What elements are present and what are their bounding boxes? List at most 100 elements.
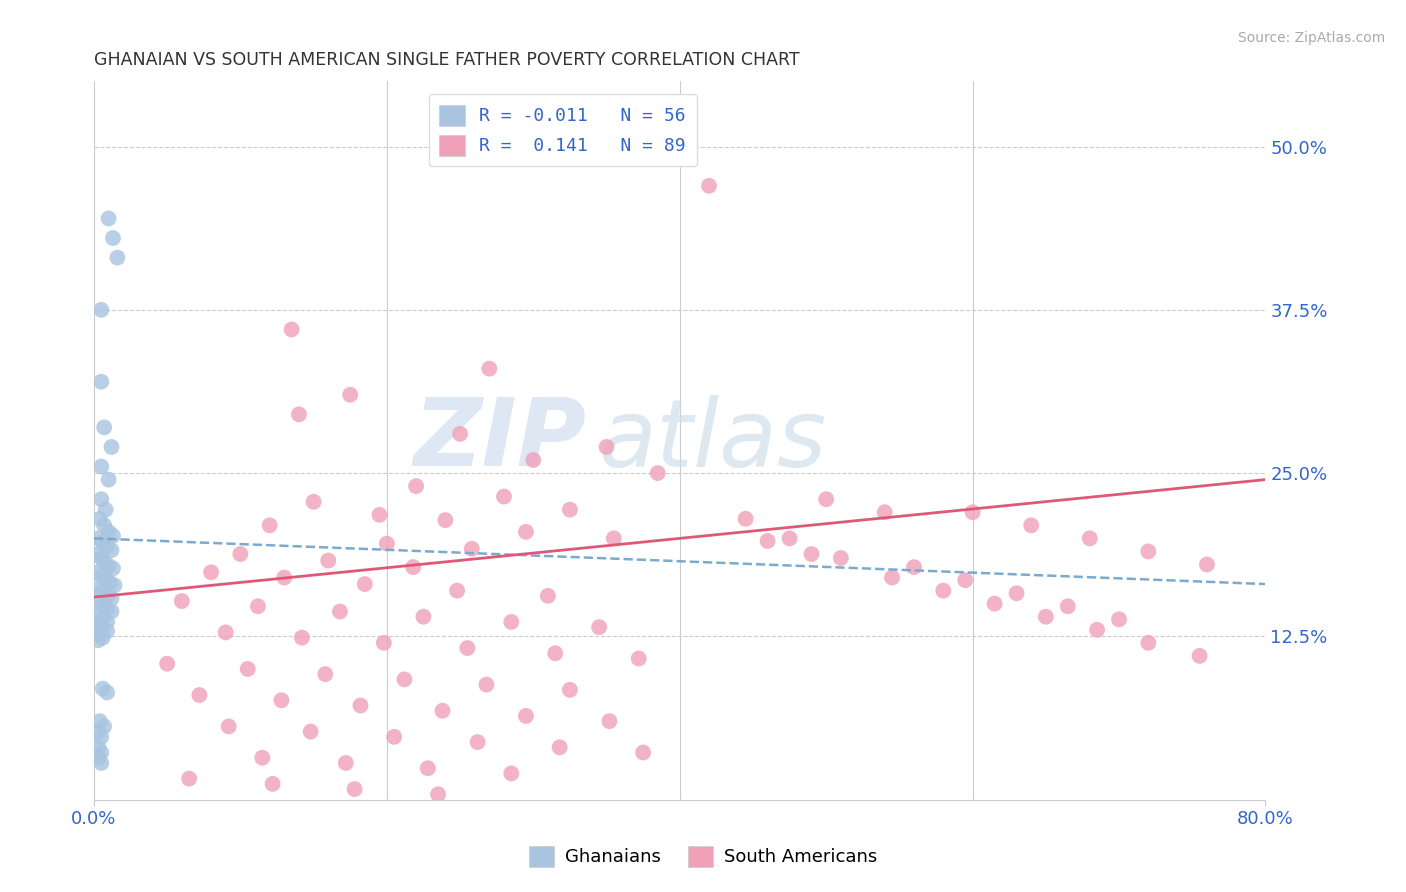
Point: [478, 361, 501, 376]
Point: [105, 251, 128, 265]
Point: [101, 561, 124, 575]
Point: [87, 595, 110, 609]
Point: [87, 750, 110, 764]
Point: [97, 558, 120, 573]
Point: [100, 591, 122, 606]
Point: [96, 615, 118, 629]
Point: [800, 547, 823, 561]
Point: [100, 543, 122, 558]
Point: [647, 466, 669, 480]
Point: [475, 678, 498, 692]
Point: [97, 524, 120, 539]
Text: atlas: atlas: [598, 395, 825, 486]
Point: [1108, 612, 1130, 626]
Point: [631, 746, 654, 760]
Point: [548, 740, 571, 755]
Point: [416, 761, 439, 775]
Point: [93, 518, 115, 533]
Point: [316, 553, 339, 567]
Point: [188, 688, 211, 702]
Point: [427, 787, 450, 801]
Point: [335, 756, 357, 770]
Text: GHANAIAN VS SOUTH AMERICAN SINGLE FATHER POVERTY CORRELATION CHART: GHANAIAN VS SOUTH AMERICAN SINGLE FATHER…: [94, 51, 800, 69]
Point: [329, 605, 352, 619]
Point: [89, 512, 111, 526]
Point: [93, 420, 115, 434]
Point: [179, 772, 201, 786]
Point: [373, 636, 395, 650]
Point: [156, 657, 179, 671]
Point: [314, 667, 336, 681]
Point: [595, 440, 617, 454]
Point: [87, 633, 110, 648]
Point: [1019, 518, 1042, 533]
Point: [280, 322, 302, 336]
Point: [87, 582, 110, 597]
Point: [252, 750, 274, 764]
Point: [405, 479, 427, 493]
Point: [103, 578, 125, 592]
Point: [903, 560, 925, 574]
Point: [375, 536, 398, 550]
Point: [87, 566, 110, 580]
Point: [467, 735, 489, 749]
Point: [1085, 623, 1108, 637]
Point: [1188, 648, 1211, 663]
Point: [598, 714, 620, 728]
Point: [90, 302, 112, 317]
Point: [96, 589, 118, 603]
Point: [93, 555, 115, 569]
Point: [262, 777, 284, 791]
Point: [94, 502, 117, 516]
Point: [537, 589, 560, 603]
Point: [434, 513, 457, 527]
Point: [873, 505, 896, 519]
Point: [456, 641, 478, 656]
Point: [461, 541, 484, 556]
Point: [94, 572, 117, 586]
Point: [343, 782, 366, 797]
Point: [1195, 558, 1218, 572]
Point: [96, 539, 118, 553]
Point: [515, 709, 537, 723]
Point: [93, 719, 115, 733]
Point: [830, 551, 852, 566]
Point: [87, 617, 110, 632]
Point: [880, 570, 903, 584]
Point: [90, 459, 112, 474]
Point: [170, 594, 193, 608]
Point: [299, 724, 322, 739]
Point: [87, 724, 110, 739]
Point: [932, 583, 955, 598]
Point: [100, 440, 122, 454]
Point: [259, 518, 281, 533]
Point: [90, 746, 112, 760]
Point: [87, 740, 110, 755]
Legend: Ghanaians, South Americans: Ghanaians, South Americans: [522, 838, 884, 874]
Text: Source: ZipAtlas.com: Source: ZipAtlas.com: [1237, 31, 1385, 45]
Point: [412, 609, 434, 624]
Point: [368, 508, 391, 522]
Point: [1137, 544, 1160, 558]
Point: [96, 685, 118, 699]
Point: [90, 551, 112, 566]
Point: [215, 625, 238, 640]
Point: [1137, 636, 1160, 650]
Point: [101, 231, 124, 245]
Point: [229, 547, 252, 561]
Point: [1078, 532, 1101, 546]
Point: [1005, 586, 1028, 600]
Point: [90, 492, 112, 507]
Point: [100, 605, 122, 619]
Point: [270, 693, 292, 707]
Point: [1035, 609, 1057, 624]
Point: [603, 532, 626, 546]
Point: [101, 529, 124, 543]
Point: [291, 631, 314, 645]
Point: [90, 730, 112, 744]
Point: [627, 651, 650, 665]
Point: [91, 535, 114, 549]
Point: [90, 569, 112, 583]
Point: [246, 599, 269, 614]
Point: [697, 178, 720, 193]
